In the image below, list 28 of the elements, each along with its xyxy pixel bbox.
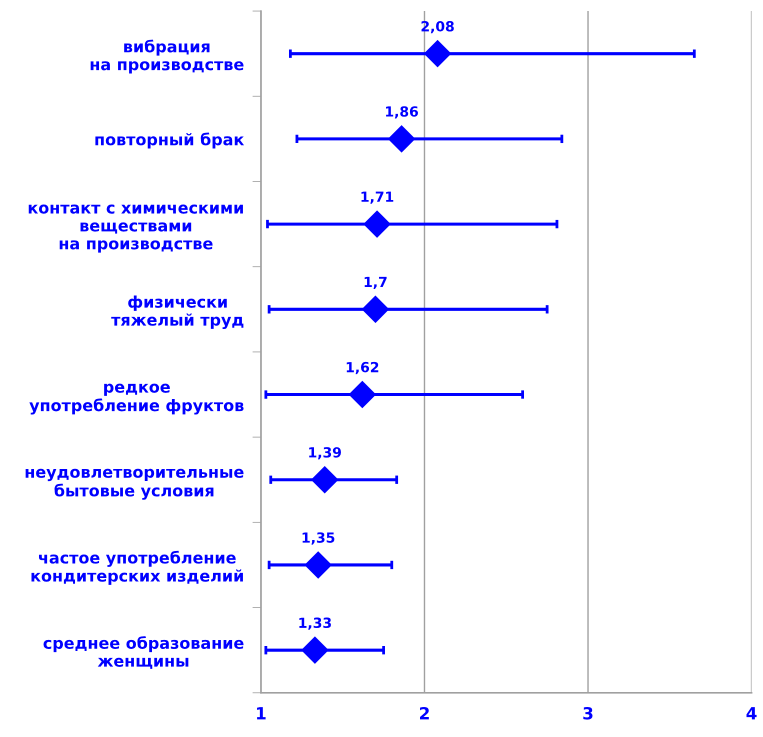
point xyxy=(304,551,332,578)
point xyxy=(388,125,416,152)
y-tick-label: частое употребление кондитерских изделий xyxy=(32,550,243,585)
y-tick-label: физически тяжелый труд xyxy=(111,295,244,330)
y-tick-label: редкое употребление фруктов xyxy=(29,384,244,415)
y-tick-label: повторный брак xyxy=(95,132,244,149)
point xyxy=(348,381,376,408)
data-label: 2,08 xyxy=(422,21,454,34)
point xyxy=(301,636,328,664)
x-tick-label: 4 xyxy=(746,707,757,720)
point xyxy=(362,296,389,323)
data-label: 1,33 xyxy=(299,618,331,630)
data-label: 1,39 xyxy=(309,447,341,460)
y-tick-label: контакт с химическими веществами на производстве xyxy=(28,204,243,253)
point xyxy=(424,40,452,68)
y-tick-label: неудовлетворительные бытовые условия xyxy=(26,468,244,500)
point xyxy=(364,210,391,238)
data-label: 1,7 xyxy=(364,276,387,289)
data-label: 1,35 xyxy=(302,532,334,545)
data-label: 1,86 xyxy=(386,106,418,119)
x-tick-label: 1 xyxy=(257,707,266,720)
data-label: 1,71 xyxy=(361,192,394,204)
x-tick-label: 2 xyxy=(420,706,429,720)
x-tick-label: 3 xyxy=(583,706,592,720)
y-tick-label: вибрация на производстве xyxy=(90,40,244,74)
point xyxy=(311,466,338,494)
y-tick-label: среднее образование женщины xyxy=(44,636,244,669)
data-label: 1,62 xyxy=(346,362,378,374)
